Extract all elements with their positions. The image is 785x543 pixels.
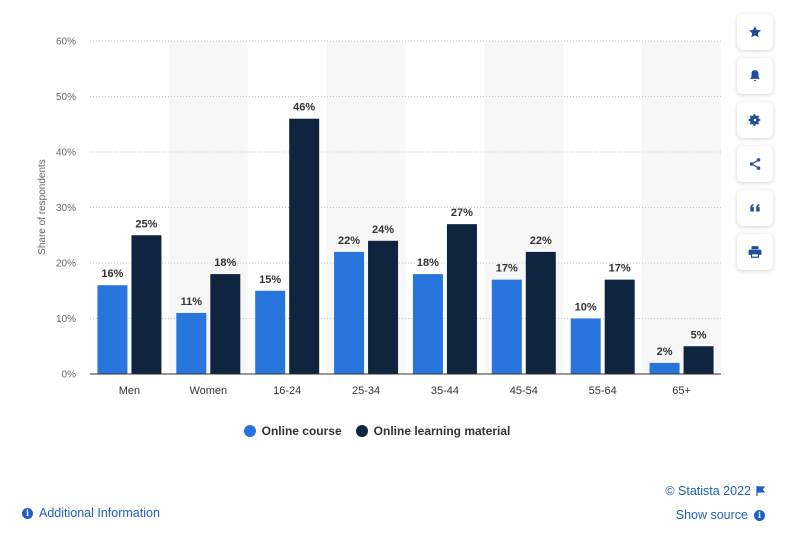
bar-online-learning-material-men <box>131 235 162 374</box>
legend-item-online-course[interactable]: Online course <box>243 424 342 438</box>
y-tick-label: 30% <box>56 203 76 214</box>
data-label: 22% <box>530 235 552 247</box>
x-tick-label: Women <box>189 385 227 397</box>
bar-online-course-16-24 <box>255 290 286 374</box>
data-label: 15% <box>259 274 281 286</box>
data-label: 17% <box>609 263 631 275</box>
bar-online-learning-material-16-24 <box>289 118 320 374</box>
data-label: 18% <box>417 257 439 269</box>
data-label: 17% <box>496 263 518 275</box>
data-label: 25% <box>135 218 157 230</box>
x-tick-label: 65+ <box>672 385 691 397</box>
bar-online-course-65 <box>649 362 680 374</box>
bars: 16% 25% 11% 18% 15% 46% 22% 24% 18% 27% 17% 22% 10% 1… <box>97 102 714 374</box>
bar-online-learning-material-45-54 <box>525 251 556 374</box>
y-tick-label: 20% <box>56 259 76 270</box>
bar-online-learning-material-55-64 <box>604 279 635 374</box>
credit-text: © Statista 2022 <box>665 484 751 498</box>
legend-label-online-course: Online course <box>261 424 342 438</box>
legend-dot-online-course <box>243 425 256 437</box>
legend-label-online-learning-material: Online learning material <box>373 424 511 438</box>
legend-dot-online-learning-material <box>355 425 368 437</box>
data-label: 24% <box>372 224 394 236</box>
quote-icon <box>750 203 760 212</box>
bar-online-course-45-54 <box>491 279 522 374</box>
show-source-label: Show source <box>675 508 748 522</box>
info-icon: i <box>754 509 765 521</box>
side-toolbar <box>737 14 773 278</box>
bar-online-course-55-64 <box>570 318 601 374</box>
print-icon <box>748 246 762 258</box>
bar-online-course-25-34 <box>334 251 365 374</box>
y-tick-label: 60% <box>56 37 76 48</box>
star-icon <box>749 26 761 38</box>
additional-information-link[interactable]: i Additional Information <box>22 506 160 520</box>
data-label: 18% <box>214 257 236 269</box>
additional-information-label: Additional Information <box>39 506 160 520</box>
print-button[interactable] <box>737 234 773 270</box>
data-label: 10% <box>575 302 597 314</box>
y-axis-title: Share of respondents <box>37 159 48 255</box>
bar-online-learning-material-25-34 <box>368 240 399 374</box>
x-tick-label: 55-64 <box>589 385 617 397</box>
bar-online-course-35-44 <box>412 274 443 374</box>
bar-online-learning-material-65 <box>683 346 714 374</box>
data-label: 22% <box>338 235 360 247</box>
bell-icon <box>750 70 760 82</box>
data-label: 2% <box>657 346 673 358</box>
y-axis-ticks: 0% 10% 20% 30% 40% 50% 60% <box>56 37 76 381</box>
x-axis-labels: Men Women 16-24 25-34 35-44 45-54 55-64 65+ <box>119 385 691 397</box>
legend-item-online-learning-material[interactable]: Online learning material <box>355 424 511 438</box>
notification-button[interactable] <box>737 58 773 94</box>
gear-icon <box>748 114 761 126</box>
flag-icon <box>756 486 765 496</box>
y-tick-label: 40% <box>56 148 76 159</box>
data-label: 5% <box>691 329 707 341</box>
bar-online-learning-material-35-44 <box>446 224 477 374</box>
y-tick-label: 0% <box>62 370 77 381</box>
data-label: 16% <box>101 268 123 280</box>
bar-online-course-men <box>97 285 128 374</box>
data-label: 27% <box>451 207 473 219</box>
statista-credit[interactable]: © Statista 2022 <box>665 484 765 498</box>
x-tick-label: 35-44 <box>431 385 459 397</box>
info-icon: i <box>22 507 33 519</box>
share-button[interactable] <box>737 146 773 182</box>
share-icon <box>749 158 761 170</box>
bar-online-course-women <box>176 312 207 374</box>
y-tick-label: 10% <box>56 314 76 325</box>
data-label: 11% <box>181 296 203 308</box>
x-tick-label: Men <box>119 385 140 397</box>
show-source-link[interactable]: Show source i <box>676 508 765 522</box>
x-tick-label: 25-34 <box>352 385 380 397</box>
x-tick-label: 16-24 <box>273 385 301 397</box>
favorite-button[interactable] <box>737 14 773 50</box>
data-label: 46% <box>293 102 315 114</box>
legend: Online course Online learning material <box>0 424 754 438</box>
bar-online-learning-material-women <box>210 274 241 374</box>
settings-button[interactable] <box>737 102 773 138</box>
y-tick-label: 50% <box>56 92 76 103</box>
cite-button[interactable] <box>737 190 773 226</box>
x-tick-label: 45-54 <box>510 385 538 397</box>
